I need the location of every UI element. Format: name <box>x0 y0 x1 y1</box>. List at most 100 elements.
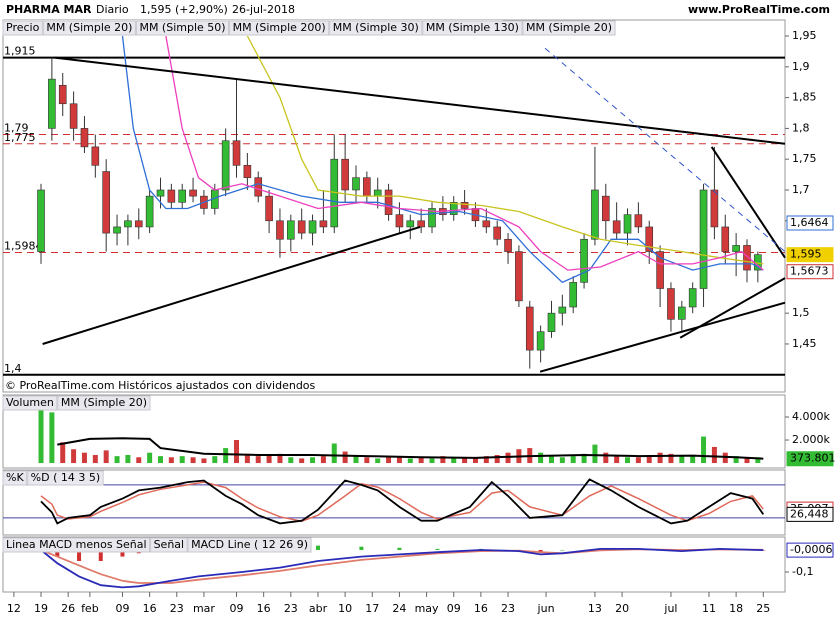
legend-entry-box <box>2 537 151 553</box>
y-tick-label: 1,75 <box>792 152 817 165</box>
x-tick-label: 13 <box>588 602 602 615</box>
candle-body <box>178 189 187 203</box>
volume-bar <box>386 456 392 464</box>
candle-body <box>287 220 295 240</box>
candle-body <box>232 140 241 166</box>
x-tick-label: may <box>415 602 439 615</box>
volume-bar <box>462 458 468 464</box>
histogram-bar <box>315 545 320 550</box>
macd-line <box>40 547 764 589</box>
legend-entry: MM (Simple 200) <box>233 21 326 34</box>
candle-body <box>102 171 110 234</box>
x-tick-label: 16 <box>257 602 271 615</box>
candle-body <box>525 306 534 351</box>
volume-bar <box>407 458 413 464</box>
candle-body <box>113 226 121 234</box>
volume-bar <box>103 450 109 464</box>
legend-entry-box <box>150 537 188 553</box>
legend-entry: MACD Line ( 12 26 9) <box>191 538 308 551</box>
volume-bar <box>494 454 500 464</box>
y-tick-label: 4.000k <box>792 410 830 423</box>
legend-entry-box <box>135 20 230 36</box>
volume-bar <box>646 454 652 464</box>
level-label: 1,775 <box>4 131 36 144</box>
legend-entry-box <box>27 470 104 486</box>
volume-bar <box>472 457 478 464</box>
volume-bar <box>690 454 696 464</box>
candle-body <box>37 189 45 252</box>
volume-bar <box>320 456 326 464</box>
volume-bar <box>625 457 631 464</box>
value-marker: 26,448 <box>790 507 829 520</box>
volume-bar <box>147 452 153 464</box>
x-tick-label: 19 <box>34 602 48 615</box>
volume-bar <box>49 412 55 464</box>
volume-bar <box>71 449 77 464</box>
x-tick-label: 12 <box>7 602 21 615</box>
candle-body <box>493 226 501 240</box>
level-label: 1,4 <box>4 362 22 375</box>
value-marker: 373.801 <box>790 452 835 465</box>
volume-bar <box>244 453 250 464</box>
legend-label: Precio <box>6 21 40 34</box>
date: 26-jul-2018 <box>232 3 295 16</box>
candle-body <box>265 195 273 222</box>
level-label: 1,79 <box>4 122 29 135</box>
histogram-bar <box>435 548 440 550</box>
candle-body <box>124 220 132 228</box>
histogram-bar <box>560 549 565 551</box>
legend-entry: Linea MACD menos Señal <box>6 538 147 551</box>
candle-body <box>645 226 654 252</box>
volume-bar <box>614 456 620 464</box>
volume-bar <box>657 452 663 464</box>
volume-bar <box>559 457 565 464</box>
legend-entry: MM (Simple 30) <box>333 21 419 34</box>
site: www.ProRealTime.com <box>688 3 830 16</box>
legend-entry-box <box>522 20 616 36</box>
x-tick-label: 16 <box>474 602 488 615</box>
candle-body <box>667 288 675 320</box>
trendline <box>54 56 786 145</box>
value-marker-box <box>786 506 834 522</box>
legend-entry-box <box>187 537 312 553</box>
legend-label-box <box>2 20 43 36</box>
candle-body <box>308 220 317 234</box>
volume-bar <box>201 458 207 464</box>
candle-body <box>406 220 415 228</box>
candle-body <box>580 238 588 283</box>
candle-body <box>189 189 197 197</box>
volume-bar <box>483 456 489 464</box>
x-tick-label: feb <box>81 602 99 615</box>
volume-bar <box>353 456 359 464</box>
value-marker-box <box>786 264 834 280</box>
trendline <box>679 277 786 339</box>
candle-body <box>536 331 545 351</box>
volume-bar <box>429 458 435 464</box>
candle-body <box>547 312 556 332</box>
x-tick-label: abr <box>309 602 328 615</box>
value-marker-box <box>786 542 834 558</box>
candle-body <box>167 189 176 203</box>
candle-body <box>384 189 393 215</box>
level-label: 1,915 <box>4 45 36 58</box>
legend-entry: MM (Simple 130) <box>426 21 519 34</box>
candle-body <box>80 128 89 148</box>
y-tick-label: 1,5 <box>792 306 810 319</box>
volume-bar <box>701 436 707 464</box>
moving-average <box>121 35 764 284</box>
volume-bar <box>711 446 717 464</box>
volume-bar <box>299 458 305 464</box>
legend-entry-box <box>2 470 28 486</box>
legend-entry: MM (Simple 50) <box>139 21 225 34</box>
candle-body <box>91 146 100 166</box>
candle-body <box>373 189 382 197</box>
x-tick-label: 11 <box>702 602 716 615</box>
candle-body <box>417 220 425 228</box>
x-tick-label: 25 <box>756 602 770 615</box>
legend-entry: MM (Simple 20) <box>526 21 612 34</box>
trendline <box>539 301 786 373</box>
candle-body <box>363 177 371 197</box>
volume-bar <box>570 456 576 464</box>
volume-bar <box>60 442 66 464</box>
